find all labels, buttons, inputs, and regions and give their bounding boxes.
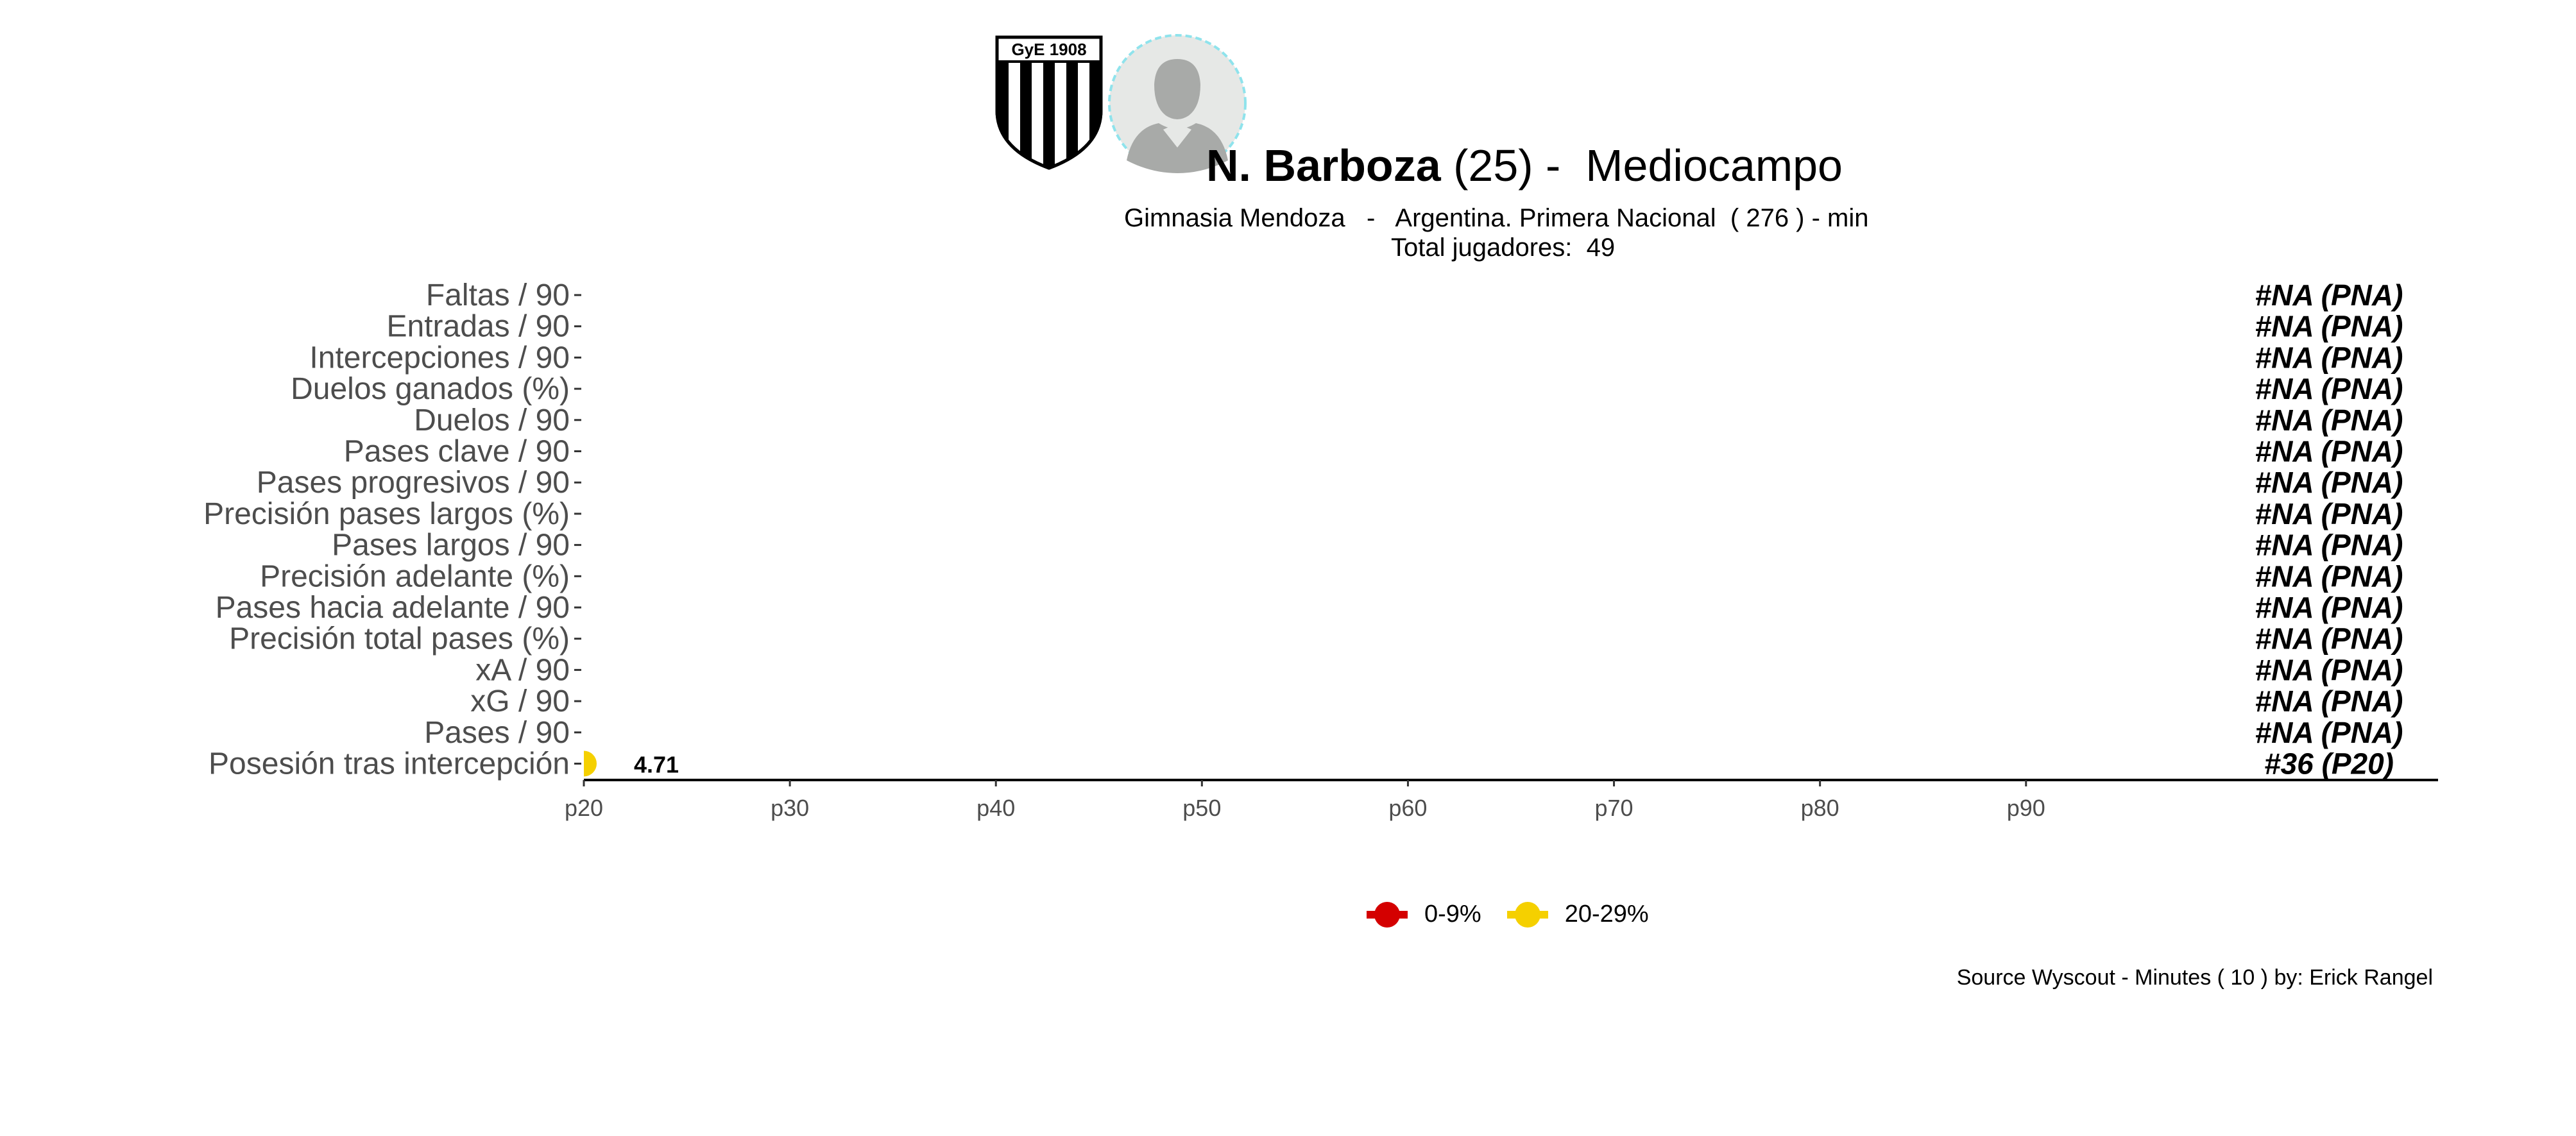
chart-legend: 0-9% 20-29% xyxy=(1367,901,1675,928)
y-label-7: Precisión pases largos (%) xyxy=(203,497,570,531)
rank-label-13: #NA (PNA) xyxy=(2255,684,2403,718)
bar-cap-15 xyxy=(584,750,597,777)
subtitle-league: Argentina. Primera Nacional xyxy=(1395,204,1716,232)
x-tick-label-4: p60 xyxy=(1388,795,1427,821)
player-age: (25) - xyxy=(1453,140,1561,191)
y-label-14: Pases / 90 xyxy=(424,716,570,750)
legend-item-0: 0-9% xyxy=(1367,901,1481,928)
y-label-12: xA / 90 xyxy=(475,653,570,687)
x-tick-label-0: p20 xyxy=(565,795,603,821)
y-label-0: Faltas / 90 xyxy=(426,278,570,312)
x-tick-label-1: p30 xyxy=(771,795,809,821)
source-caption: Source Wyscout - Minutes ( 10 ) by: Eric… xyxy=(1956,965,2433,990)
y-label-2: Intercepciones / 90 xyxy=(309,341,570,375)
rank-label-14: #NA (PNA) xyxy=(2255,716,2403,749)
rank-label-4: #NA (PNA) xyxy=(2255,403,2403,437)
y-label-9: Precisión adelante (%) xyxy=(260,559,570,593)
subtitle-minutes: ( 276 ) - min xyxy=(1730,204,1869,232)
club-crest-logo: GyE 1908 xyxy=(995,35,1103,170)
x-tick-label-2: p40 xyxy=(977,795,1015,821)
x-tick-label-3: p50 xyxy=(1182,795,1221,821)
rank-label-9: #NA (PNA) xyxy=(2255,559,2403,593)
rank-label-3: #NA (PNA) xyxy=(2255,372,2403,405)
crest-text: GyE 1908 xyxy=(1011,40,1086,59)
y-label-11: Precisión total pases (%) xyxy=(229,622,570,656)
rank-label-6: #NA (PNA) xyxy=(2255,466,2403,499)
y-label-4: Duelos / 90 xyxy=(414,403,570,437)
rank-label-10: #NA (PNA) xyxy=(2255,591,2403,624)
player-name: N. Barboza xyxy=(1206,140,1441,191)
rank-label-12: #NA (PNA) xyxy=(2255,653,2403,686)
x-tick-label-7: p90 xyxy=(2007,795,2045,821)
subtitle-line: Gimnasia Mendoza - Argentina. Primera Na… xyxy=(1124,204,1869,233)
y-label-15: Posesión tras intercepción xyxy=(209,747,570,781)
legend-key-0 xyxy=(1367,901,1408,928)
y-label-1: Entradas / 90 xyxy=(386,310,570,344)
subtitle-separator: - xyxy=(1366,204,1376,232)
total-players-value: 49 xyxy=(1586,233,1616,262)
y-label-3: Duelos ganados (%) xyxy=(291,372,570,406)
total-players-line: Total jugadores: 49 xyxy=(1391,233,1615,262)
total-players-label: Total jugadores: xyxy=(1391,233,1573,262)
y-label-5: Pases clave / 90 xyxy=(344,435,570,469)
legend-item-1: 20-29% xyxy=(1506,901,1649,928)
rank-label-1: #NA (PNA) xyxy=(2255,310,2403,343)
subtitle-team: Gimnasia Mendoza xyxy=(1124,204,1345,232)
x-tick-label-6: p80 xyxy=(1801,795,1839,821)
legend-label-0: 0-9% xyxy=(1424,901,1481,928)
legend-label-1: 20-29% xyxy=(1564,901,1649,928)
rank-label-15: #36 (P20) xyxy=(2264,747,2394,781)
rank-label-2: #NA (PNA) xyxy=(2255,341,2403,374)
rank-label-7: #NA (PNA) xyxy=(2255,497,2403,530)
y-label-10: Pases hacia adelante / 90 xyxy=(216,591,570,625)
rank-label-5: #NA (PNA) xyxy=(2255,435,2403,468)
legend-key-1 xyxy=(1506,901,1548,928)
x-tick-label-5: p70 xyxy=(1595,795,1633,821)
player-avatar xyxy=(1108,34,1247,173)
rank-label-0: #NA (PNA) xyxy=(2255,278,2403,312)
player-position: Mediocampo xyxy=(1585,140,1843,191)
player-title: N. Barboza (25) - Mediocampo xyxy=(1206,140,1843,191)
y-label-8: Pases largos / 90 xyxy=(332,529,570,563)
value-label-15: 4.71 xyxy=(634,752,679,778)
y-label-13: xG / 90 xyxy=(470,684,570,718)
y-label-6: Pases progresivos / 90 xyxy=(257,466,570,500)
rank-label-11: #NA (PNA) xyxy=(2255,622,2403,656)
rank-label-8: #NA (PNA) xyxy=(2255,529,2403,562)
